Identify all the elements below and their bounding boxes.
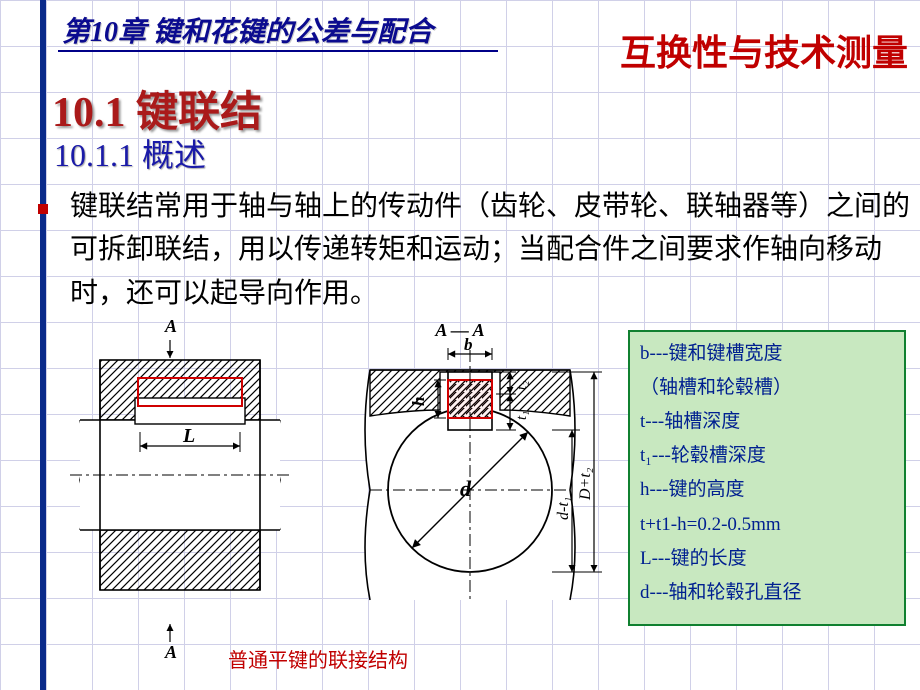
title-underline <box>58 50 498 52</box>
subject-title: 互换性与技术测量 <box>620 24 908 76</box>
dim-D-t2: D+t₂ <box>577 467 594 501</box>
body-paragraph: 键联结常用于轴与轴上的传动件（齿轮、皮带轮、联轴器等）之间的可拆卸联结，用以传递… <box>70 185 910 315</box>
legend-line: L---键的长度 <box>640 545 894 573</box>
chapter-title: 第10章 键和花键的公差与配合 <box>62 10 433 50</box>
right-view: A — A <box>365 320 602 600</box>
dim-b: b <box>464 335 473 354</box>
dim-t1: t₁ <box>514 411 530 420</box>
bullet-icon <box>38 204 48 214</box>
dim-L: L <box>182 425 195 447</box>
legend-line: t---轴槽深度 <box>640 408 894 436</box>
dim-h: h <box>409 397 428 406</box>
dim-t2: t₂ <box>514 381 530 390</box>
legend-line: h---键的高度 <box>640 476 894 504</box>
dim-d: d <box>460 476 472 501</box>
legend-line: t₁---轮毂槽深度 <box>640 442 894 470</box>
dim-d-t1: d-t₁ <box>555 497 572 520</box>
left-accent-bar <box>40 0 46 690</box>
figure-caption: 普通平键的联接结构 <box>228 644 408 673</box>
left-view: A L <box>70 320 290 660</box>
legend-box: b---键和键槽宽度 （轴槽和轮毂槽） t---轴槽深度 t₁---轮毂槽深度 … <box>628 330 906 626</box>
legend-line: （轴槽和轮毂槽） <box>640 374 894 402</box>
label-A-top: A <box>164 320 177 336</box>
legend-line: b---键和键槽宽度 <box>640 340 894 368</box>
subsection-title: 10.1.1 概述 <box>54 130 206 176</box>
legend-line: d---轴和轮毂孔直径 <box>640 579 894 607</box>
key-diagram: A L <box>70 320 610 660</box>
section-label: A — A <box>434 320 484 340</box>
diagram-svg: A L <box>70 320 610 660</box>
label-A-bottom: A <box>164 642 177 660</box>
legend-line: t+t1-h=0.2-0.5mm <box>640 511 894 539</box>
